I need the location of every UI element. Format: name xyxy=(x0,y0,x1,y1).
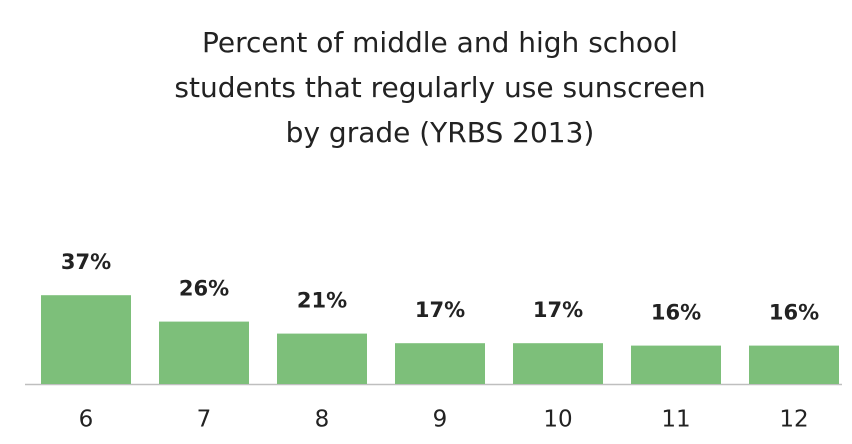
bar xyxy=(513,343,603,384)
bar xyxy=(749,345,839,384)
x-tick-label: 6 xyxy=(79,407,94,433)
bar xyxy=(159,321,249,384)
chart-title: Percent of middle and high school xyxy=(202,26,678,59)
value-label: 17% xyxy=(533,298,583,322)
x-tick-label: 7 xyxy=(197,407,212,433)
bar xyxy=(41,295,131,384)
x-tick-label: 12 xyxy=(779,407,808,433)
value-label: 17% xyxy=(415,298,465,322)
chart-title: by grade (YRBS 2013) xyxy=(286,116,595,149)
x-tick-label: 11 xyxy=(661,407,690,433)
x-tick-label: 10 xyxy=(543,407,572,433)
value-label: 16% xyxy=(769,301,819,325)
x-tick-label: 8 xyxy=(315,407,330,433)
value-label: 37% xyxy=(61,250,111,274)
value-label: 26% xyxy=(179,277,229,301)
bar xyxy=(631,345,721,384)
chart-title: students that regularly use sunscreen xyxy=(174,71,705,104)
value-label: 21% xyxy=(297,289,347,313)
x-tick-label: 9 xyxy=(433,407,448,433)
value-label: 16% xyxy=(651,301,701,325)
bar xyxy=(277,333,367,384)
bar xyxy=(395,343,485,384)
